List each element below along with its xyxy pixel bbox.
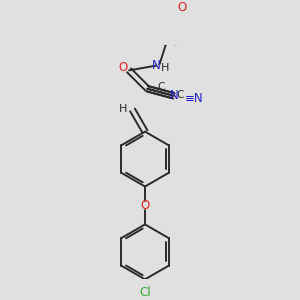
- Text: H: H: [119, 104, 128, 114]
- Text: N: N: [152, 59, 161, 72]
- Text: C: C: [157, 82, 165, 92]
- Text: N: N: [169, 89, 178, 102]
- Text: O: O: [177, 1, 186, 14]
- Text: O: O: [118, 61, 128, 74]
- Text: Cl: Cl: [139, 286, 151, 299]
- Text: H: H: [160, 63, 169, 73]
- Text: C: C: [176, 90, 184, 100]
- Text: O: O: [140, 199, 150, 212]
- Text: ≡N: ≡N: [184, 92, 203, 105]
